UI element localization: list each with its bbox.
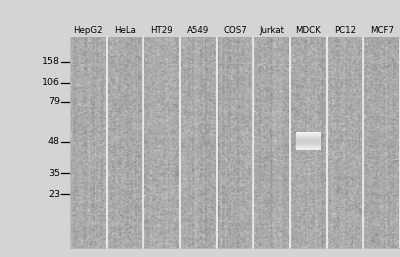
Bar xyxy=(70,37,400,248)
Text: 158: 158 xyxy=(42,57,60,66)
Text: HeLa: HeLa xyxy=(114,26,136,35)
Text: 35: 35 xyxy=(48,169,60,178)
Text: 23: 23 xyxy=(48,190,60,199)
Text: MDCK: MDCK xyxy=(296,26,321,35)
Text: 48: 48 xyxy=(48,137,60,146)
Text: A549: A549 xyxy=(187,26,210,35)
Text: HepG2: HepG2 xyxy=(74,26,103,35)
Text: Jurkat: Jurkat xyxy=(259,26,284,35)
Text: HT29: HT29 xyxy=(150,26,173,35)
Text: 79: 79 xyxy=(48,97,60,106)
Text: 106: 106 xyxy=(42,78,60,87)
Text: MCF7: MCF7 xyxy=(370,26,394,35)
Text: PC12: PC12 xyxy=(334,26,356,35)
Text: COS7: COS7 xyxy=(223,26,247,35)
